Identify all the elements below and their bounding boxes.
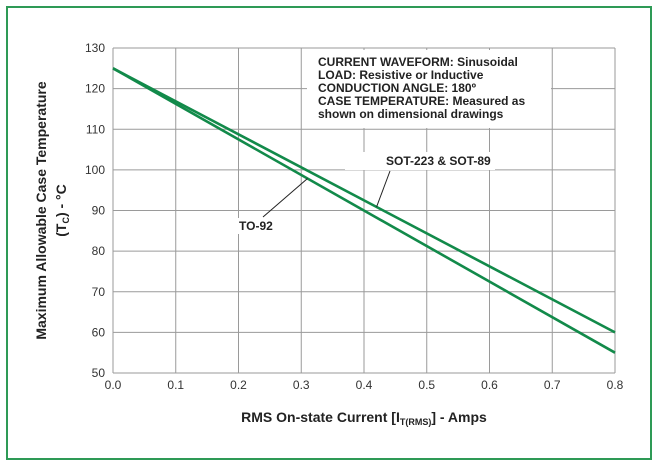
y-tick-label: 120 [85, 82, 105, 96]
y-tick-label: 60 [92, 325, 106, 339]
note-line: LOAD: Resistive or Inductive [318, 68, 484, 82]
series-lines [112, 67, 616, 354]
x-tick-label: 0.5 [418, 378, 435, 392]
y-axis-title-line2: (TC) - °C [53, 184, 71, 237]
y-axis-title-line1: Maximum Allowable Case Temperature [33, 81, 49, 340]
y-tick-labels: 50 60 70 80 90 100 110 120 130 [85, 41, 105, 380]
to92-label-background [235, 218, 287, 234]
note-line: shown on dimensional drawings [318, 107, 504, 121]
y-axis-title-prefix: (T [53, 223, 69, 237]
note-line: CONDUCTION ANGLE: 180º [318, 81, 477, 95]
x-tick-label: 0.6 [481, 378, 498, 392]
x-tick-label: 0.3 [293, 378, 310, 392]
note-line: CURRENT WAVEFORM: Sinusoidal [318, 55, 518, 69]
x-tick-label: 0.0 [105, 378, 122, 392]
x-tick-label: 0.1 [167, 378, 184, 392]
y-tick-label: 90 [92, 204, 106, 218]
sot-label-background [345, 152, 495, 170]
x-tick-label: 0.2 [230, 378, 247, 392]
y-tick-label: 50 [92, 366, 106, 380]
to92-leader-line [262, 178, 308, 218]
x-tick-label: 0.7 [544, 378, 561, 392]
x-axis-title-suffix: ] - Amps [431, 409, 487, 425]
x-tick-label: 0.8 [607, 378, 624, 392]
y-tick-label: 100 [85, 163, 105, 177]
y-tick-label: 110 [86, 122, 105, 136]
y-axis-title-sub: C [61, 217, 71, 224]
series-line-to92 [112, 67, 616, 354]
y-tick-label: 130 [85, 41, 105, 55]
y-axis-title-suffix: ) - °C [53, 184, 69, 217]
x-axis-title-sub: T(RMS) [400, 417, 432, 427]
sot-leader-line [376, 170, 391, 208]
sot-label: SOT-223 & SOT-89 [386, 154, 491, 168]
notes-box [307, 50, 551, 128]
to92-label: TO-92 [239, 219, 273, 233]
x-axis-title-main: RMS On-state Current [I [241, 409, 400, 425]
note-line: CASE TEMPERATURE: Measured as [318, 94, 525, 108]
y-tick-label: 80 [92, 244, 106, 258]
series-line-sot223-sot89 [112, 67, 616, 334]
x-tick-labels: 0.0 0.1 0.2 0.3 0.4 0.5 0.6 0.7 0.8 [105, 378, 624, 392]
y-tick-label: 70 [92, 285, 106, 299]
x-tick-label: 0.4 [356, 378, 373, 392]
x-axis-title: RMS On-state Current [IT(RMS)] - Amps [241, 409, 487, 427]
